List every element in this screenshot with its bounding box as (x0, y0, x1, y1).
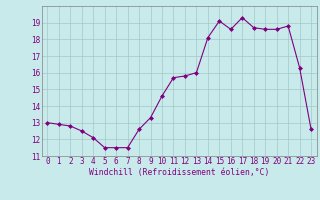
X-axis label: Windchill (Refroidissement éolien,°C): Windchill (Refroidissement éolien,°C) (89, 168, 269, 177)
